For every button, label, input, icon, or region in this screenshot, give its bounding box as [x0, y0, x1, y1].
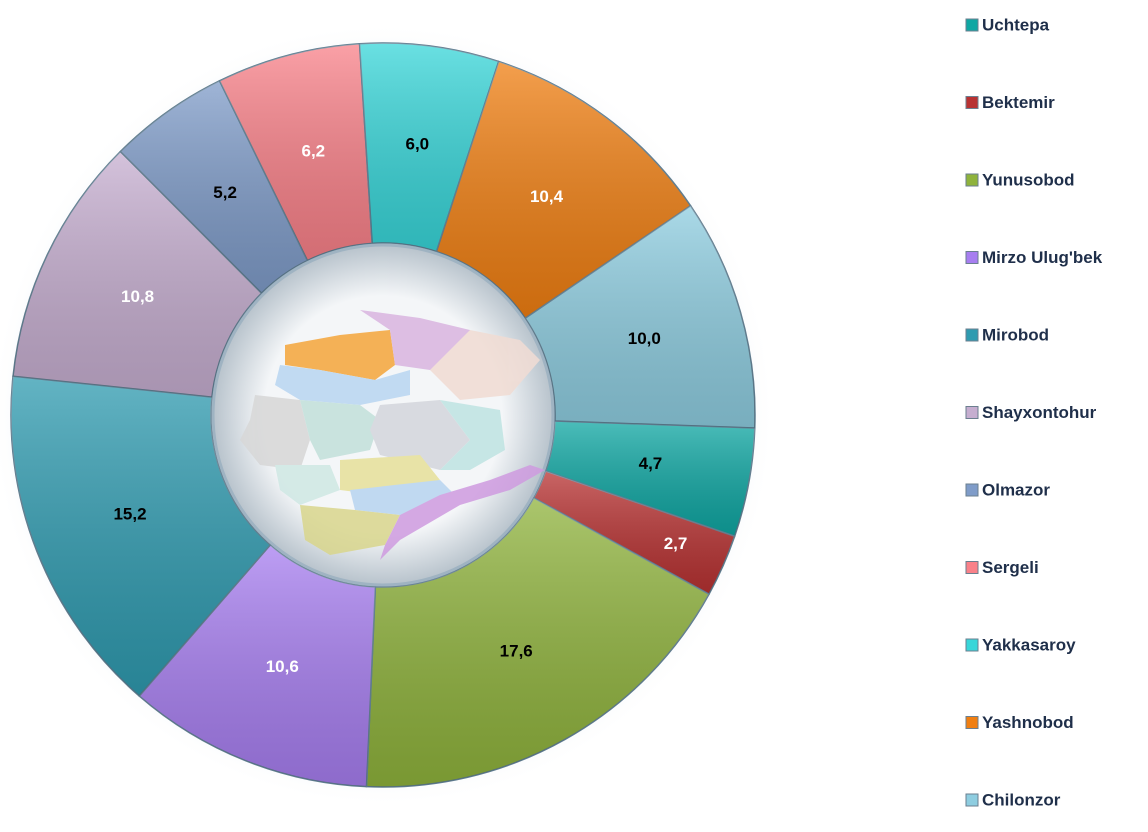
slice-shade — [139, 544, 376, 787]
legend-label: Yakkasaroy — [982, 635, 1076, 654]
value-label: 4,7 — [639, 454, 663, 473]
slice-shade — [120, 80, 308, 294]
value-label: 10,4 — [530, 187, 564, 206]
legend-swatch — [965, 18, 979, 32]
value-label: 17,6 — [500, 642, 533, 661]
legend-swatch — [965, 406, 979, 419]
legend-swatch — [965, 716, 979, 729]
value-label: 6,0 — [406, 135, 430, 154]
legend-swatch — [965, 561, 979, 574]
legend-label: Yunusobod — [982, 170, 1075, 189]
slices: 4,7 2,7 17,6 10,6 15,2 10,8 5,2 6,2 6,0 10,4 10,0 — [10, 42, 756, 788]
slice-shade — [219, 43, 373, 261]
slice-shade — [545, 421, 755, 537]
legend-label: Mirobod — [982, 325, 1049, 344]
legend: Uchtepa Bektemir Yunusobod Mirzo Ulug'bek Mi… — [965, 15, 1103, 809]
legend-swatch — [965, 96, 979, 109]
slice-shade — [436, 61, 691, 319]
legend-swatch — [965, 328, 979, 342]
slice-shade — [366, 497, 709, 787]
legend-swatch — [965, 173, 979, 187]
legend-label: Yashnobod — [982, 713, 1074, 732]
legend-swatch — [965, 483, 979, 497]
slice-shade — [11, 376, 271, 697]
legend-label: Chilonzor — [982, 790, 1061, 809]
legend-label: Mirzo Ulug'bek — [982, 248, 1103, 267]
legend-label: Sergeli — [982, 558, 1039, 577]
legend-label: Olmazor — [982, 480, 1050, 499]
value-label: 5,2 — [213, 183, 237, 202]
legend-label: Bektemir — [982, 93, 1055, 112]
legend-swatch — [965, 638, 979, 652]
value-label: 2,7 — [664, 534, 688, 553]
slice-shade — [525, 205, 755, 428]
legend-label: Uchtepa — [982, 15, 1050, 34]
value-label: 10,0 — [628, 329, 661, 348]
value-label: 10,6 — [266, 657, 299, 676]
value-label: 6,2 — [302, 142, 326, 161]
legend-swatch — [965, 793, 979, 807]
map-illustration — [240, 310, 545, 560]
slice-shade — [359, 43, 499, 252]
value-label: 15,2 — [113, 504, 146, 523]
slice-shade — [533, 471, 735, 595]
legend-swatch — [965, 251, 979, 264]
slice-shade — [13, 151, 262, 398]
value-label: 10,8 — [121, 287, 154, 306]
legend-label: Shayxontohur — [982, 403, 1097, 422]
